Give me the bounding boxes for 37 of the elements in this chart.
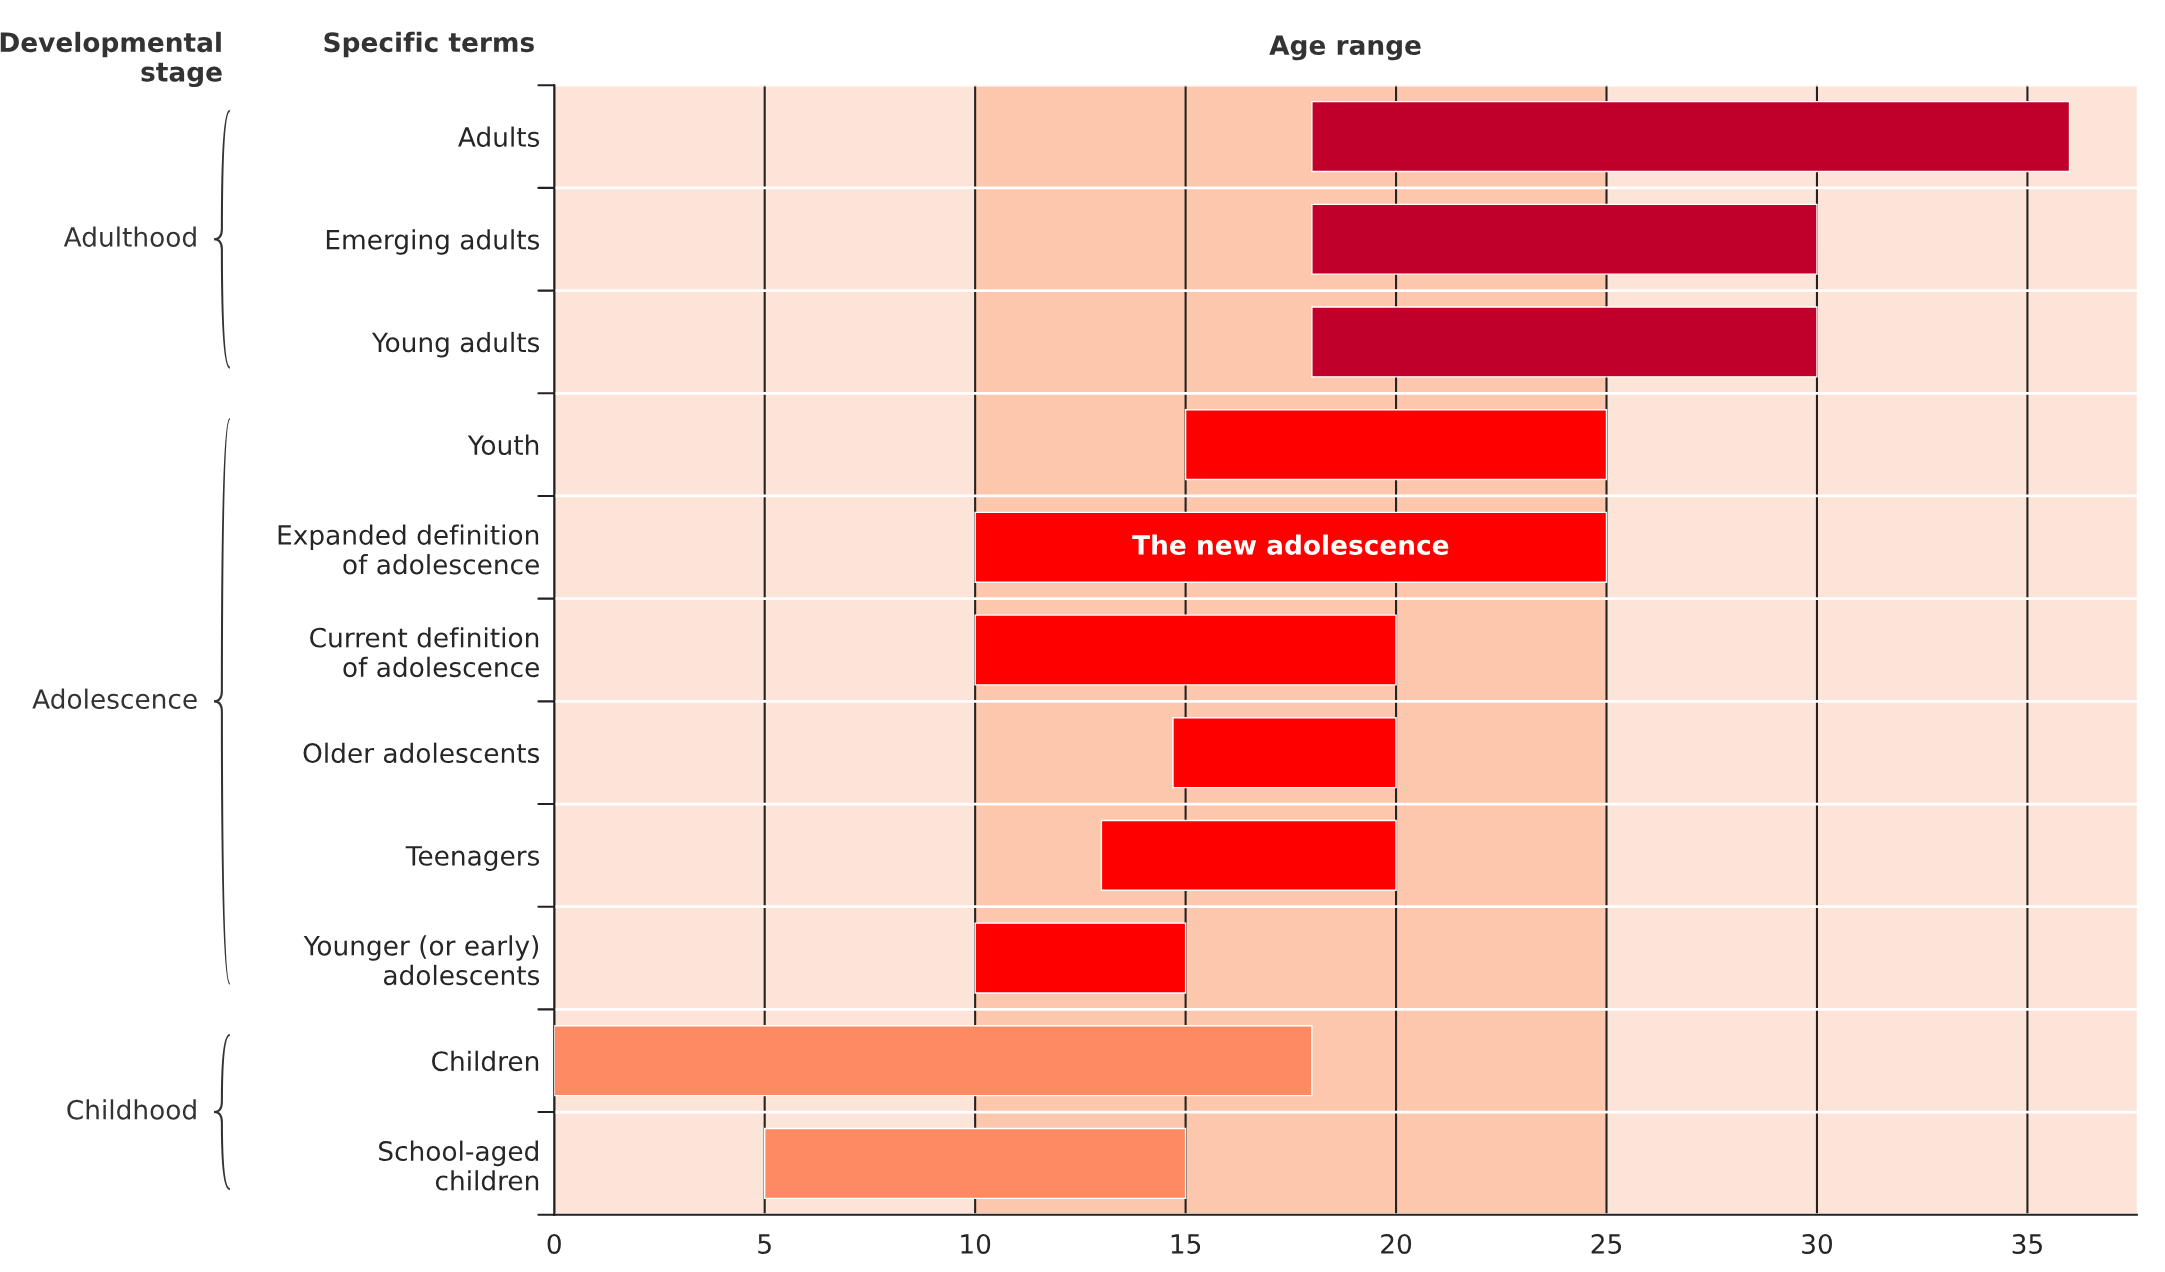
- text: Adulthood: [63, 226, 196, 247]
- y-tick-label: Older adolescents: [303, 742, 540, 764]
- bar: [763, 1127, 1187, 1200]
- y-tick-label: Young adults: [371, 331, 540, 358]
- y-tick-label: Teenagers: [405, 846, 540, 871]
- x-tick-label: 20: [1381, 1233, 1412, 1254]
- x-tick-label: 10: [961, 1233, 991, 1254]
- chart-title: Age range: [1269, 35, 1421, 61]
- y-tick-label: Emerging adults: [326, 229, 540, 255]
- x-tick-label: 25: [1591, 1233, 1621, 1254]
- y-tick-label: Adults: [458, 126, 540, 147]
- text: Specific terms: [324, 31, 534, 58]
- y-tick-label: Children: [432, 1050, 539, 1072]
- annotation: The new adolescence: [1132, 534, 1449, 555]
- bar: [1311, 306, 1818, 378]
- bar: [1311, 203, 1818, 275]
- bar: [1100, 819, 1397, 891]
- x-tick-label: 0: [547, 1233, 561, 1254]
- bar: [974, 511, 1608, 583]
- text: Childhood: [67, 1099, 196, 1120]
- text: Developmental stage: [0, 31, 222, 88]
- x-tick-label: 35: [2012, 1233, 2042, 1254]
- y-tick-label: School-aged children: [379, 1140, 539, 1191]
- bar: [974, 614, 1397, 686]
- text: Adolescence: [32, 688, 197, 709]
- bar: [1184, 409, 1608, 481]
- bar: [1172, 717, 1397, 789]
- y-tick-label: Youth: [467, 434, 539, 456]
- x-tick-label: 5: [758, 1234, 771, 1254]
- y-tick-label: Current definition of adolescence: [310, 627, 539, 678]
- x-tick-label: 30: [1802, 1233, 1832, 1254]
- y-tick-label: Younger (or early) adolescents: [303, 935, 540, 986]
- bar: [974, 922, 1187, 994]
- bar: [554, 1025, 1313, 1097]
- x-tick-label: 15: [1171, 1234, 1201, 1254]
- y-tick-label: Expanded definition of adolescence: [278, 524, 539, 575]
- bar: [1311, 100, 2071, 173]
